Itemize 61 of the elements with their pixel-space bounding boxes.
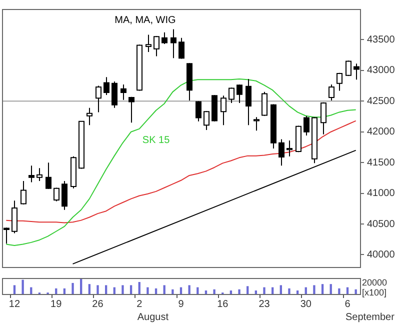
bar bbox=[338, 288, 340, 294]
text: 20000 bbox=[362, 277, 388, 288]
series-label: SK 15 bbox=[142, 135, 170, 146]
x-tick-label: 6 bbox=[344, 298, 351, 310]
bar bbox=[96, 285, 99, 294]
bar bbox=[13, 285, 16, 294]
bar bbox=[146, 287, 149, 294]
bar bbox=[130, 285, 132, 294]
y-tick-label: 43000 bbox=[367, 65, 396, 76]
y-tick-label: 42000 bbox=[367, 126, 396, 138]
bar bbox=[280, 285, 282, 294]
bar bbox=[321, 284, 324, 294]
bar bbox=[22, 280, 24, 294]
x-tick-label: 16 bbox=[217, 298, 229, 310]
text: MA, MA, WIG bbox=[114, 14, 176, 26]
bar bbox=[172, 289, 174, 294]
bar bbox=[196, 287, 199, 294]
bar bbox=[72, 282, 74, 294]
y-tick-label: 40000 bbox=[367, 249, 396, 260]
x-tick-label: 9 bbox=[178, 298, 184, 310]
bar bbox=[354, 289, 357, 294]
bar bbox=[188, 285, 190, 294]
bar bbox=[104, 285, 108, 294]
bar bbox=[272, 287, 274, 294]
x-tick-label: 30 bbox=[300, 298, 312, 310]
bar bbox=[288, 288, 290, 294]
bar bbox=[88, 284, 90, 294]
bar bbox=[238, 289, 240, 294]
y-tick-label: 42500 bbox=[367, 96, 396, 107]
bar bbox=[55, 288, 58, 294]
bar bbox=[163, 285, 166, 294]
x-tick-label: 26 bbox=[92, 298, 104, 310]
bar bbox=[304, 287, 307, 294]
y-tick-label: 41000 bbox=[367, 188, 396, 200]
bar bbox=[138, 282, 140, 294]
y-tick-label: 43500 bbox=[367, 34, 396, 46]
bar bbox=[180, 287, 182, 294]
bar bbox=[122, 285, 124, 294]
text: September bbox=[346, 312, 396, 323]
y-tick-label: 41500 bbox=[367, 157, 396, 168]
x-tick-label: 19 bbox=[50, 298, 62, 310]
bar bbox=[330, 284, 332, 294]
bar bbox=[296, 290, 299, 294]
y-axis-title: [x100] bbox=[362, 287, 387, 298]
bar bbox=[113, 287, 116, 294]
bar bbox=[204, 290, 208, 294]
bar bbox=[230, 290, 232, 294]
bar bbox=[246, 286, 249, 294]
bar bbox=[30, 287, 32, 294]
x-tick-label: 12 bbox=[8, 298, 20, 310]
text: August bbox=[137, 312, 169, 323]
x-tick-label: 23 bbox=[258, 298, 270, 310]
bar bbox=[254, 290, 258, 294]
x-tick-label: 2 bbox=[136, 298, 143, 310]
bar bbox=[63, 288, 66, 294]
bar bbox=[213, 289, 216, 294]
bar bbox=[346, 287, 349, 294]
y-tick-label: 40500 bbox=[367, 218, 396, 230]
bar bbox=[154, 288, 158, 294]
bar bbox=[263, 287, 266, 294]
bar bbox=[313, 285, 316, 294]
